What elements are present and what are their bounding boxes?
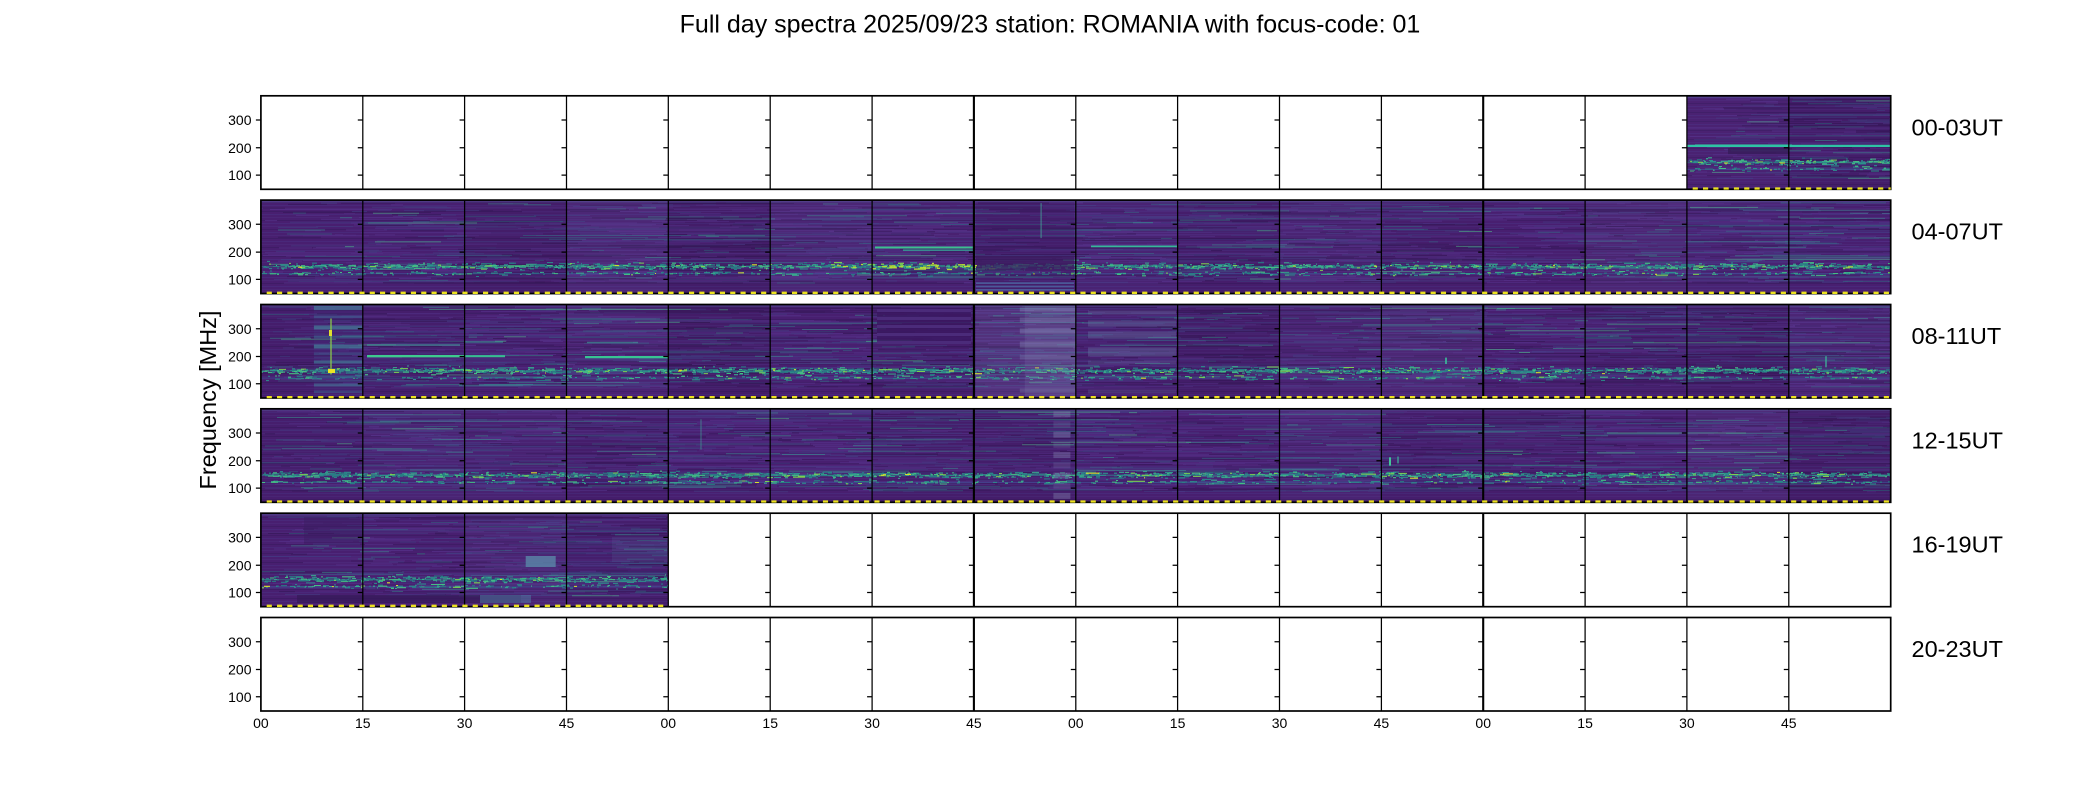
svg-text:00: 00	[1068, 715, 1084, 731]
svg-text:15: 15	[1577, 715, 1593, 731]
svg-text:00-03UT: 00-03UT	[1912, 114, 2003, 140]
svg-text:100: 100	[228, 689, 252, 705]
svg-text:16-19UT: 16-19UT	[1912, 532, 2003, 558]
svg-text:08-11UT: 08-11UT	[1912, 323, 2002, 349]
svg-text:15: 15	[355, 715, 371, 731]
svg-text:300: 300	[228, 321, 252, 337]
svg-text:100: 100	[228, 480, 252, 496]
svg-text:15: 15	[1170, 715, 1186, 731]
svg-text:100: 100	[228, 272, 252, 288]
svg-text:200: 200	[228, 557, 252, 573]
svg-text:30: 30	[1679, 715, 1695, 731]
svg-text:45: 45	[1781, 715, 1797, 731]
svg-text:300: 300	[228, 112, 252, 128]
svg-text:Full day spectra 2025/09/23 st: Full day spectra 2025/09/23 station: ROM…	[680, 11, 1421, 39]
svg-text:45: 45	[559, 715, 575, 731]
svg-text:30: 30	[1272, 715, 1288, 731]
svg-text:20-23UT: 20-23UT	[1912, 636, 2003, 662]
svg-text:Frequency [MHz]: Frequency [MHz]	[195, 311, 221, 490]
svg-text:00: 00	[253, 715, 269, 731]
svg-text:15: 15	[762, 715, 778, 731]
svg-text:300: 300	[228, 634, 252, 650]
svg-text:04-07UT: 04-07UT	[1912, 219, 2003, 245]
svg-text:200: 200	[228, 453, 252, 469]
svg-text:300: 300	[228, 425, 252, 441]
svg-text:00: 00	[661, 715, 677, 731]
svg-text:100: 100	[228, 585, 252, 601]
svg-text:200: 200	[228, 662, 252, 678]
svg-text:100: 100	[228, 376, 252, 392]
svg-text:12-15UT: 12-15UT	[1912, 427, 2003, 453]
svg-text:300: 300	[228, 216, 252, 232]
svg-text:30: 30	[864, 715, 880, 731]
svg-text:45: 45	[966, 715, 982, 731]
svg-text:200: 200	[228, 349, 252, 365]
svg-text:300: 300	[228, 530, 252, 546]
svg-text:200: 200	[228, 140, 252, 156]
svg-text:30: 30	[457, 715, 473, 731]
svg-text:45: 45	[1374, 715, 1390, 731]
svg-text:100: 100	[228, 167, 252, 183]
svg-text:00: 00	[1475, 715, 1491, 731]
svg-text:200: 200	[228, 244, 252, 260]
